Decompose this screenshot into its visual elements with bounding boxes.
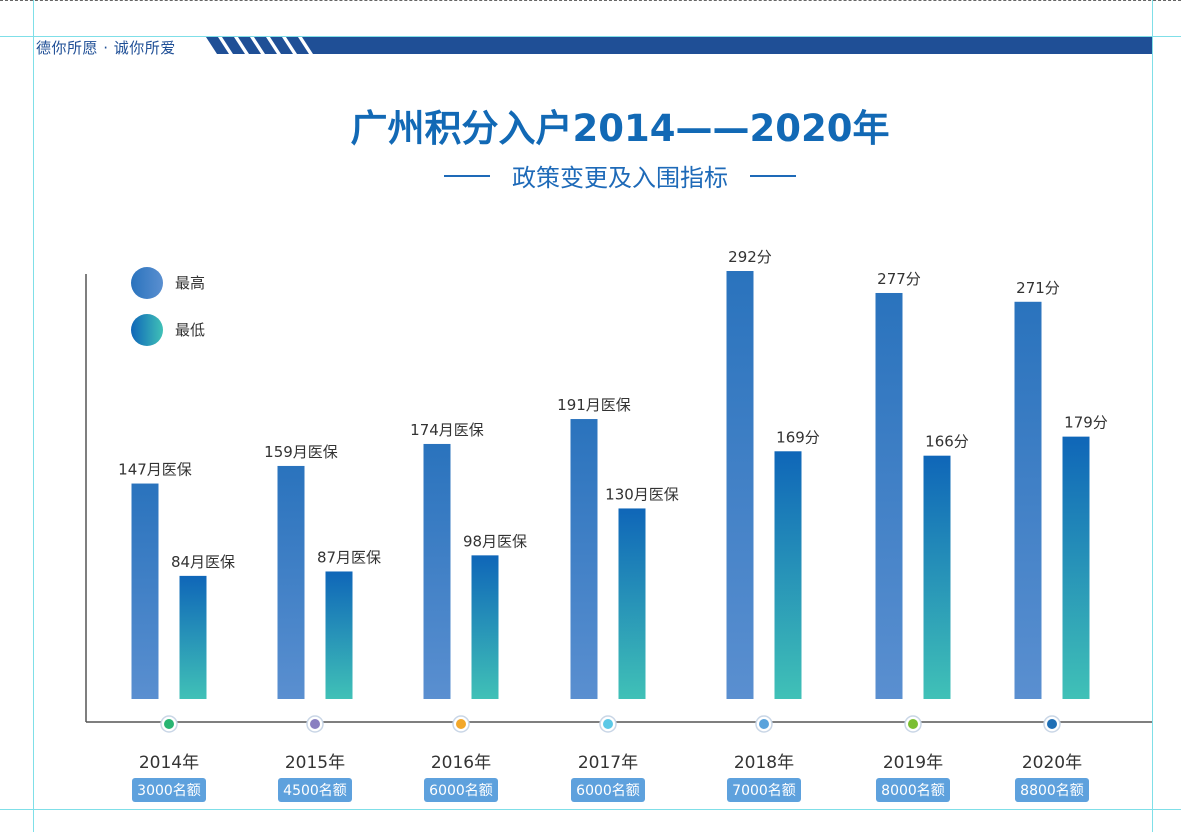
chart-subtitle: 政策变更及入围指标	[512, 164, 728, 192]
quota-badge-3	[571, 778, 645, 802]
bar-max-3	[570, 419, 598, 699]
data-label-min-2: 98月医保	[463, 532, 527, 550]
bar-min-5	[923, 455, 951, 699]
legend-swatch-0	[131, 267, 163, 299]
quota-badge-0	[132, 778, 206, 802]
quota-label-5: 8000名额	[881, 783, 945, 799]
axis-marker-dot-2	[456, 719, 466, 729]
bar-min-6	[1062, 436, 1090, 699]
quota-badge-5	[876, 778, 950, 802]
guide-line-left	[33, 0, 34, 832]
quota-label-4: 7000名额	[732, 783, 796, 799]
x-tick-label-6: 2020年	[1022, 753, 1082, 773]
guide-line-bottom	[0, 809, 1181, 810]
data-label-min-5: 166分	[925, 433, 969, 451]
x-tick-label-5: 2019年	[883, 753, 943, 773]
data-label-max-5: 277分	[877, 270, 921, 288]
bar-max-6	[1014, 301, 1042, 699]
chart-subtitle-row: 政策变更及入围指标	[0, 158, 1181, 193]
quota-badge-4	[727, 778, 801, 802]
axis-marker-dot-3	[603, 719, 613, 729]
guide-line-top	[0, 36, 1181, 37]
axis-marker-dot-0	[164, 719, 174, 729]
chart-title: 广州积分入户2014——2020年	[350, 107, 890, 150]
bar-max-5	[875, 292, 903, 699]
quota-label-2: 6000名额	[429, 783, 493, 799]
top-dashed-border	[0, 0, 1181, 1]
data-label-min-4: 169分	[776, 428, 820, 446]
subtitle-left-rule	[444, 174, 491, 177]
subtitle-right-rule	[749, 174, 796, 177]
data-label-max-3: 191月医保	[557, 396, 631, 414]
quota-badge-6	[1015, 778, 1089, 802]
bar-max-2	[423, 443, 451, 699]
x-tick-label-4: 2018年	[734, 753, 794, 773]
data-label-max-2: 174月医保	[410, 421, 484, 439]
quota-label-0: 3000名额	[137, 783, 201, 799]
legend-label-1: 最低	[175, 321, 205, 339]
data-label-max-6: 271分	[1016, 279, 1060, 297]
data-label-min-6: 179分	[1064, 414, 1108, 432]
quota-label-3: 6000名额	[576, 783, 640, 799]
bar-min-1	[325, 571, 353, 699]
bar-max-4	[726, 271, 754, 699]
quota-badge-1	[278, 778, 352, 802]
legend-swatch-1	[131, 314, 163, 346]
header-stripe-bar	[206, 37, 1152, 54]
slogan: 德你所愿 · 诚你所爱	[36, 39, 176, 57]
axis-marker-dot-1	[310, 719, 320, 729]
bar-min-4	[774, 451, 802, 699]
data-label-max-1: 159月医保	[264, 443, 338, 461]
data-label-max-0: 147月医保	[118, 461, 192, 479]
bar-min-3	[618, 508, 646, 699]
bar-min-2	[471, 555, 499, 699]
axis-marker-dot-6	[1047, 719, 1057, 729]
x-tick-label-1: 2015年	[285, 753, 345, 773]
x-tick-label-3: 2017年	[578, 753, 638, 773]
data-label-max-4: 292分	[728, 248, 772, 266]
x-tick-label-2: 2016年	[431, 753, 491, 773]
quota-label-6: 8800名额	[1020, 783, 1084, 799]
axis-marker-dot-5	[908, 719, 918, 729]
guide-line-right	[1152, 0, 1153, 832]
axis-marker-dot-4	[759, 719, 769, 729]
bar-max-0	[131, 483, 159, 699]
legend-label-0: 最高	[175, 274, 205, 292]
data-label-min-3: 130月医保	[605, 485, 679, 503]
bar-max-1	[277, 465, 305, 699]
bar-min-0	[179, 575, 207, 699]
data-label-min-0: 84月医保	[171, 553, 235, 571]
data-label-min-1: 87月医保	[317, 548, 381, 566]
x-tick-label-0: 2014年	[139, 753, 199, 773]
quota-badge-2	[424, 778, 498, 802]
quota-label-1: 4500名额	[283, 783, 347, 799]
